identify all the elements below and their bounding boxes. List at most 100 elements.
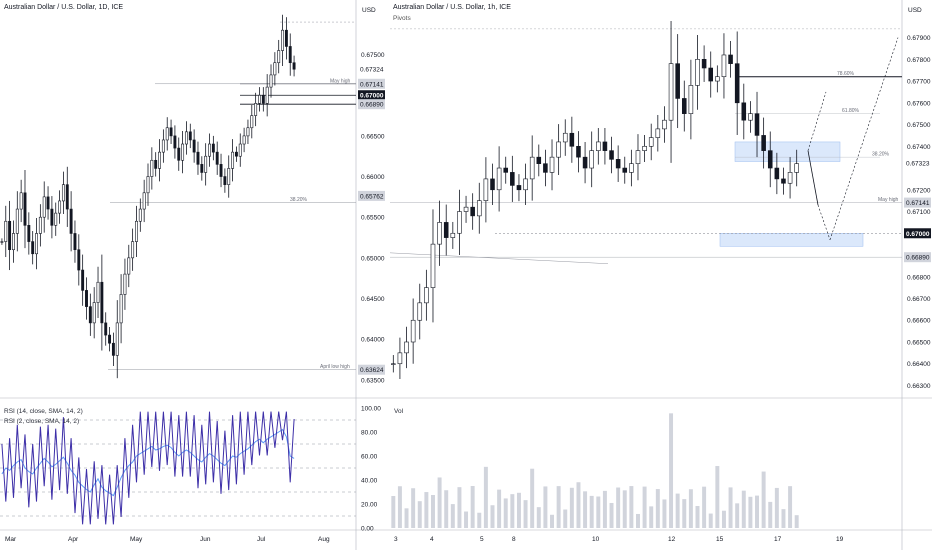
daily-candle-body — [127, 257, 131, 275]
hourly-candle-body — [708, 67, 714, 82]
daily-price-label: 0.67000 — [360, 93, 384, 100]
hourly-candle-body — [463, 206, 469, 212]
volume-bar — [636, 513, 640, 528]
hourly-candle-body — [596, 141, 601, 151]
hourly-price-label: 0.67323 — [906, 161, 930, 168]
hourly-candle-body — [510, 172, 515, 186]
hourly-candle-body — [523, 178, 528, 191]
daily-candle-body — [292, 62, 296, 70]
hourly-candle-body — [549, 156, 555, 173]
daily-candle-body — [123, 273, 127, 295]
daily-price-tick: 0.65000 — [361, 255, 385, 262]
projection-solid-arrow — [807, 150, 819, 206]
hourly-candle-body — [562, 132, 568, 143]
hourly-chart-svg[interactable]: 0.67900 0.67800 0.67700 0.67600 0.67500 0.674… — [390, 0, 932, 550]
daily-candle-body — [69, 208, 73, 234]
daily-candle-body — [104, 322, 108, 336]
hourly-candle-body — [516, 185, 522, 191]
hourly-candle-body — [443, 222, 449, 238]
volume-bar — [616, 487, 621, 528]
volume-bar — [550, 514, 554, 528]
volume-bar — [411, 488, 416, 528]
rsi-2-label: RSI (2, close, SMA, 14, 2) — [4, 418, 80, 425]
hourly-price-tick: 0.67400 — [907, 144, 931, 151]
hourly-annotation: May high — [878, 197, 899, 203]
daily-price-tick: 0.66500 — [361, 133, 385, 140]
daily-chart-panel: 0.67500 0.67000 0.66500 0.66000 0.65500 0.650… — [0, 0, 390, 550]
hourly-candle-body — [424, 287, 429, 304]
hourly-price-label: 0.67000 — [906, 231, 930, 238]
hourly-price-label-bg — [904, 228, 931, 239]
daily-price-label-bg — [358, 99, 385, 110]
daily-candle-body — [211, 143, 215, 153]
daily-candle-body — [146, 176, 150, 194]
daily-candle-body — [196, 151, 200, 165]
daily-candle-body — [231, 151, 235, 169]
hourly-candle-body — [774, 167, 780, 180]
daily-chart-title: Australian Dollar / U.S. Dollar, 1D, ICE — [4, 4, 124, 11]
daily-price-tick: 0.64500 — [361, 296, 385, 303]
daily-price-label-bg — [358, 63, 385, 74]
daily-candle-body — [242, 135, 246, 145]
hourly-price-tick: 0.66800 — [907, 274, 931, 281]
volume-bar — [477, 512, 482, 528]
volume-bar — [715, 466, 720, 528]
daily-candle-body — [111, 342, 115, 356]
daily-candle-body — [215, 151, 219, 165]
daily-candle-body — [281, 29, 284, 51]
daily-chart-svg[interactable]: 0.67500 0.67000 0.66500 0.66000 0.65500 0.650… — [0, 0, 390, 550]
hourly-day-label: 8 — [512, 536, 516, 543]
hourly-candle-body — [721, 54, 727, 78]
hourly-candle-body — [662, 119, 667, 130]
daily-candle-body — [85, 290, 88, 307]
hourly-chart-panel: 0.67900 0.67800 0.67700 0.67600 0.67500 0.674… — [390, 0, 932, 550]
daily-candle-body — [154, 159, 158, 169]
hourly-candle-body — [695, 59, 700, 86]
hourly-trend-line — [390, 252, 609, 264]
daily-candle-body — [223, 176, 227, 185]
volume-bar — [688, 489, 693, 528]
hourly-candle-body — [642, 145, 647, 151]
hourly-day-label: 15 — [716, 536, 724, 543]
hourly-candle-body — [741, 102, 747, 121]
volume-bar — [490, 505, 495, 528]
hourly-day-label: 17 — [774, 536, 782, 543]
hourly-candle-body — [622, 167, 628, 173]
volume-bar — [497, 489, 502, 528]
daily-annotation: April low high — [320, 364, 350, 370]
daily-candle-body — [27, 225, 31, 242]
hourly-candle-body — [754, 113, 760, 136]
hourly-candle-body — [417, 302, 423, 321]
volume-bar — [536, 507, 541, 528]
hourly-candle-body — [529, 156, 535, 180]
hourly-candle-body — [457, 211, 462, 234]
daily-month-label: Jun — [200, 536, 211, 543]
volume-bar — [721, 510, 726, 528]
rsi-tick: 60.00 — [361, 454, 378, 461]
volume-bar — [464, 511, 469, 528]
daily-price-label: 0.65762 — [360, 193, 384, 200]
support-zone — [719, 233, 864, 247]
volume-bar — [708, 513, 713, 528]
volume-bar — [457, 487, 462, 528]
volume-bar — [675, 493, 680, 528]
hourly-day-label: 19 — [836, 536, 844, 543]
volume-bar — [596, 496, 601, 528]
daily-candle-body — [227, 168, 231, 185]
daily-candle-body — [219, 164, 223, 177]
daily-candle-body — [38, 216, 42, 234]
volume-bar — [761, 471, 766, 528]
daily-currency-label: USD — [362, 7, 376, 14]
daily-candle-body — [88, 306, 92, 324]
hourly-price-tick: 0.67100 — [907, 209, 931, 216]
daily-candle-body — [35, 233, 38, 255]
volume-bar — [669, 413, 674, 528]
daily-candle-body — [54, 212, 58, 226]
hourly-candle-body — [781, 178, 786, 184]
volume-bar — [609, 502, 614, 528]
daily-candle-body — [31, 241, 35, 255]
daily-candle-body — [273, 62, 277, 76]
volume-bar — [431, 495, 435, 528]
daily-candle-body — [204, 155, 208, 173]
hourly-price-tick: 0.66600 — [907, 318, 931, 325]
